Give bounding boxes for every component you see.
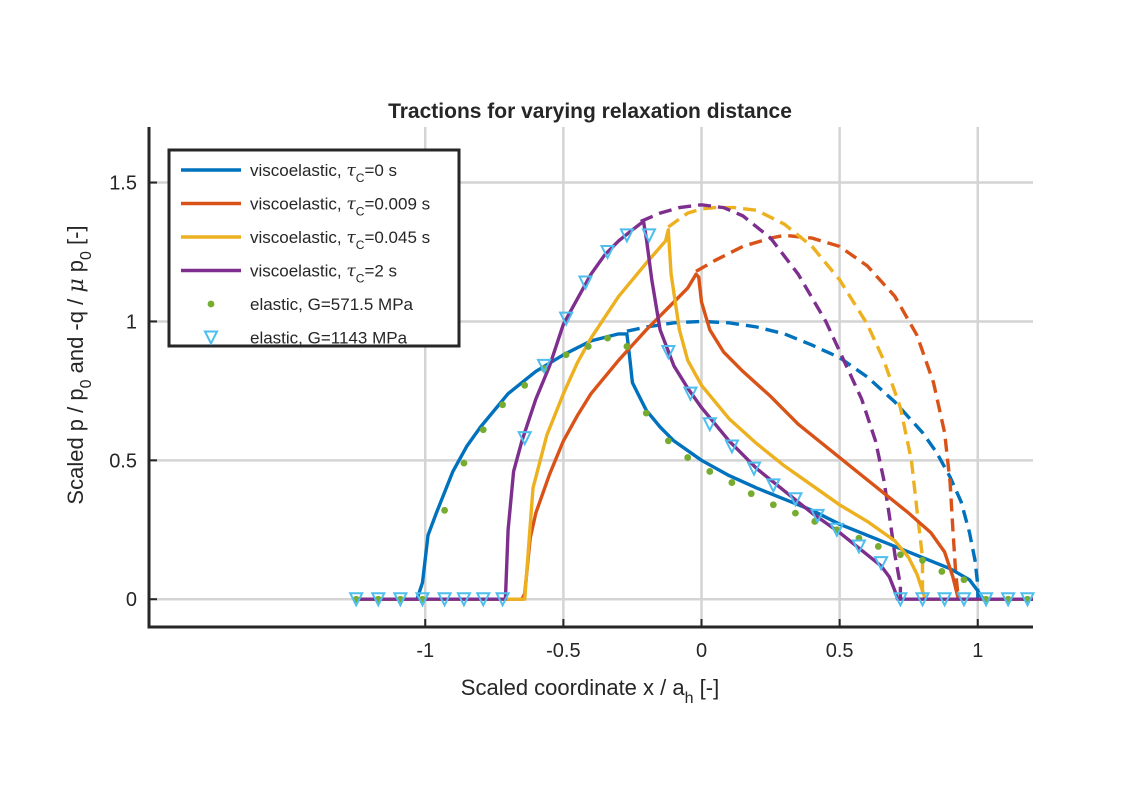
data-point	[370, 592, 386, 608]
y-tick-label: 1	[126, 311, 137, 333]
legend-label: viscoelastic, τC=0 s	[250, 161, 397, 185]
series-line	[356, 272, 1033, 601]
data-point	[517, 431, 533, 447]
x-tick-label: -1	[416, 640, 434, 662]
series-line	[356, 219, 1033, 601]
data-point	[851, 539, 867, 555]
data-point	[577, 275, 594, 291]
data-point	[1019, 592, 1036, 608]
data-point	[521, 381, 529, 389]
data-point	[702, 417, 718, 433]
data-point	[747, 490, 755, 498]
data-point	[664, 437, 672, 445]
y-tick-label: 1.5	[109, 173, 137, 195]
legend-swatch	[203, 330, 219, 346]
data-point	[769, 501, 777, 509]
data-point	[978, 592, 994, 608]
series-line	[356, 228, 1033, 601]
data-point	[499, 401, 506, 409]
legend: viscoelastic, τC=0 s viscoelastic, τC=0.0…	[167, 148, 461, 348]
data-point	[460, 459, 468, 467]
data-point	[809, 508, 826, 525]
legend-box	[167, 148, 461, 348]
x-tick-label: -0.5	[546, 640, 580, 662]
data-point	[746, 461, 762, 477]
series-line-dashed	[667, 205, 925, 600]
series-line-dashed	[695, 233, 961, 600]
data-point	[494, 592, 511, 608]
data-point	[936, 592, 953, 608]
y-tick-label: 0	[126, 589, 137, 611]
data-point	[960, 576, 968, 584]
data-point	[441, 506, 448, 514]
legend-label: viscoelastic, τC=0.009 s	[250, 195, 430, 219]
x-axis-label: Scaled coordinate x / ah [-]	[461, 675, 719, 707]
data-point	[765, 478, 781, 494]
data-point	[874, 543, 882, 550]
data-point	[348, 592, 364, 608]
y-axis-label: Scaled p / p0 and -q / μ p0 [-]	[63, 225, 95, 504]
data-point	[724, 439, 740, 455]
y-tick-label: 0.5	[109, 450, 137, 472]
data-point	[914, 592, 931, 608]
series-line-dashed	[626, 319, 980, 600]
data-point	[392, 592, 409, 608]
data-point	[619, 228, 635, 244]
data-point	[456, 592, 472, 608]
data-point	[584, 343, 592, 350]
x-tick-label: 0	[696, 640, 707, 662]
data-point	[479, 426, 487, 434]
data-point	[1000, 592, 1016, 608]
data-point	[642, 409, 650, 417]
data-point	[641, 228, 657, 244]
legend-label: elastic, G=1143 MPa	[250, 329, 408, 348]
legend-label: elastic, G=571.5 MPa	[250, 295, 414, 314]
data-point	[660, 345, 676, 361]
data-point	[829, 522, 845, 539]
data-point	[475, 592, 491, 608]
data-point	[728, 479, 736, 486]
data-point	[623, 343, 631, 350]
data-point	[956, 592, 972, 608]
data-point	[682, 386, 699, 402]
data-point	[599, 245, 616, 261]
data-point	[536, 358, 552, 375]
data-point	[919, 556, 926, 564]
series-line-dashed	[640, 203, 903, 600]
data-point	[414, 592, 431, 608]
axes: -1 -0.5 0 0.5 1 0 0.5 1 1.5	[109, 127, 1033, 662]
data-point	[873, 556, 889, 572]
series-layer	[348, 203, 1036, 608]
legend-swatch	[207, 300, 215, 308]
chart-title: Tractions for varying relaxation distanc…	[388, 100, 792, 123]
data-point	[706, 468, 714, 475]
data-point	[436, 592, 453, 608]
data-point	[787, 492, 804, 508]
data-point	[562, 351, 570, 359]
data-point	[938, 568, 946, 575]
legend-label: viscoelastic, τC=2 s	[250, 262, 397, 286]
x-tick-label: 0.5	[826, 640, 854, 662]
legend-label: viscoelastic, τC=0.045 s	[250, 228, 430, 252]
data-point	[892, 592, 909, 608]
data-point	[684, 454, 692, 461]
data-point	[558, 311, 574, 327]
data-point	[604, 334, 611, 342]
x-tick-label: 1	[972, 640, 983, 662]
data-point	[897, 551, 904, 559]
data-point	[792, 509, 799, 517]
